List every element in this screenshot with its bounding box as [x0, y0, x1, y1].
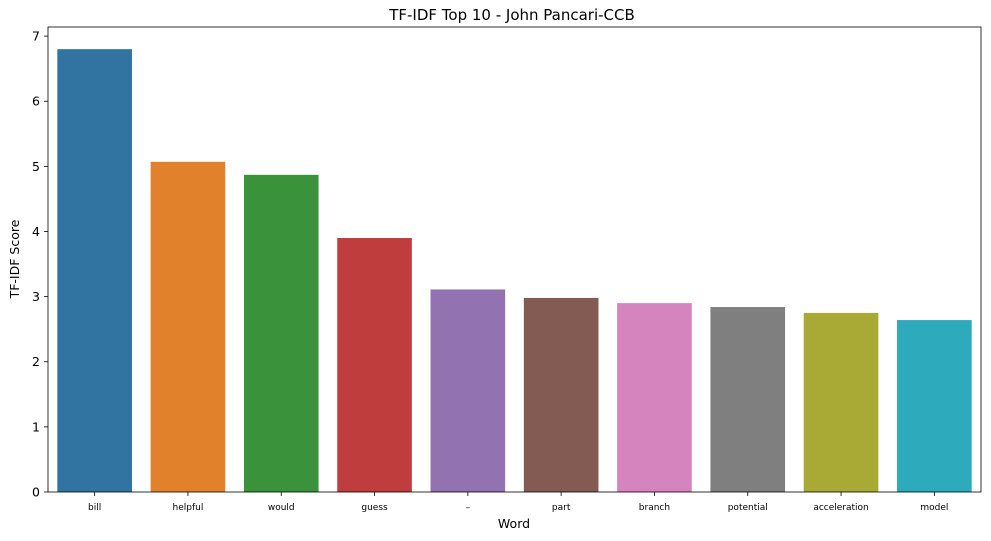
- y-tick-label-4: 4: [32, 224, 40, 239]
- x-tick-label-5: part: [552, 503, 571, 513]
- x-axis-label: Word: [498, 516, 530, 531]
- x-tick-label-6: branch: [639, 503, 670, 513]
- plot-frame: [47, 26, 982, 493]
- bar-9: [897, 320, 972, 492]
- y-tick-label-3: 3: [32, 289, 40, 304]
- bar-2: [243, 174, 319, 493]
- bar-5: [523, 297, 599, 492]
- y-tick-label-2: 2: [32, 354, 40, 369]
- x-tick-label-7: potential: [728, 503, 768, 513]
- bar-8: [803, 312, 879, 492]
- y-tick-label-0: 0: [32, 485, 40, 500]
- y-tick-label-5: 5: [32, 159, 40, 174]
- x-tick-label-2: would: [268, 503, 295, 513]
- chart-title: TF-IDF Top 10 - John Pancari-CCB: [388, 6, 635, 24]
- bar-7: [710, 307, 786, 492]
- bars-group: [57, 49, 972, 493]
- x-axis: bill helpful would guess – part branch potentia…: [88, 492, 948, 513]
- bar-4: [430, 289, 506, 492]
- y-tick-label-1: 1: [32, 419, 40, 434]
- x-tick-label-4: –: [466, 503, 471, 513]
- y-tick-label-7: 7: [32, 29, 40, 44]
- y-tick-label-6: 6: [32, 94, 40, 109]
- y-axis: 0 1 2 3 4 5 6 7: [32, 29, 48, 500]
- bar-3: [337, 238, 412, 492]
- bar-1: [150, 161, 226, 493]
- bar-6: [617, 303, 692, 492]
- x-tick-label-8: acceleration: [813, 503, 868, 513]
- x-tick-label-3: guess: [361, 503, 388, 513]
- y-axis-label: TF-IDF Score: [7, 219, 22, 299]
- x-tick-label-1: helpful: [173, 503, 204, 513]
- x-tick-label-0: bill: [88, 503, 101, 513]
- x-tick-label-9: model: [920, 503, 948, 513]
- bar-0: [57, 49, 132, 493]
